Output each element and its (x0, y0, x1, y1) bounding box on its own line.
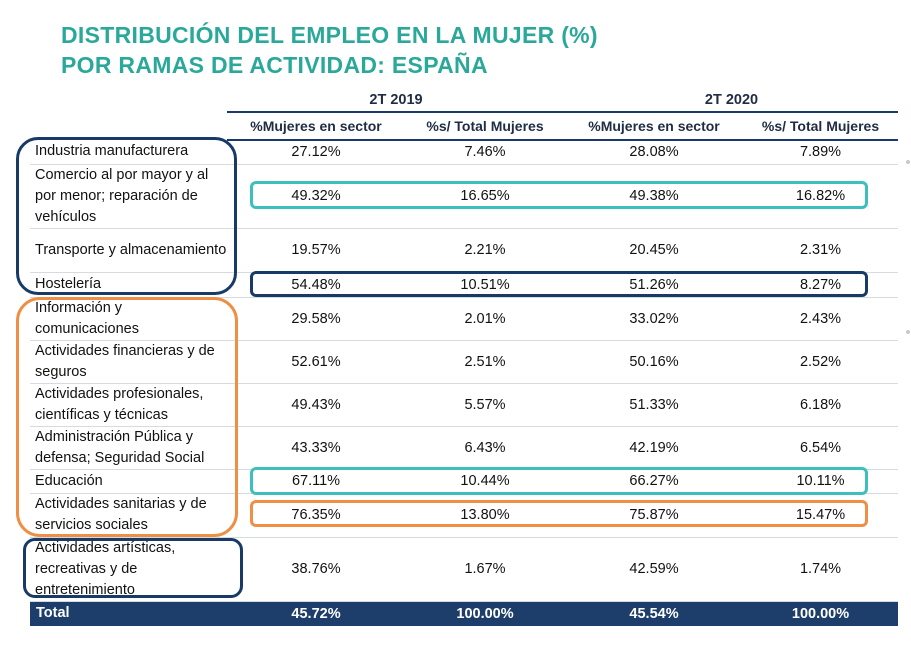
cell: 7.89% (743, 140, 898, 165)
cell: 52.61% (227, 340, 405, 384)
table-row: Actividades sanitarias y de servicios so… (30, 493, 898, 538)
table-row: Educación 67.11% 10.44% 66.27% 10.11% (30, 469, 898, 494)
cell: 20.45% (565, 228, 743, 273)
table-row: Industria manufacturera 27.12% 7.46% 28.… (30, 140, 898, 165)
group-outline-navy-top (16, 137, 237, 295)
cell: 38.76% (227, 537, 405, 602)
period-header: 2T 2019 (227, 88, 565, 113)
decorative-dot (906, 330, 910, 334)
total-row: Total 45.72% 100.00% 45.54% 100.00% (30, 601, 898, 626)
cell: 49.43% (227, 383, 405, 427)
cell: 43.33% (227, 426, 405, 470)
title-line-1: DISTRIBUCIÓN DEL EMPLEO EN LA MUJER (%) (61, 22, 598, 48)
total-cell: 45.72% (227, 601, 405, 626)
column-header: %s/ Total Mujeres (405, 112, 565, 141)
cell: 6.18% (743, 383, 898, 427)
corner-cell (30, 88, 227, 112)
decorative-dot (906, 160, 910, 164)
cell: 5.57% (405, 383, 565, 427)
cell: 10.51% (405, 272, 565, 298)
row-label: Actividades profesionales, científicas y… (30, 383, 227, 427)
cell: 50.16% (565, 340, 743, 384)
row-label: Educación (30, 469, 227, 494)
page-title: DISTRIBUCIÓN DEL EMPLEO EN LA MUJER (%) … (61, 20, 598, 80)
cell: 2.51% (405, 340, 565, 384)
group-outline-orange (16, 297, 238, 537)
cell: 2.21% (405, 228, 565, 273)
highlight-comercio (250, 181, 868, 209)
cell: 7.46% (405, 140, 565, 165)
cell: 16.65% (405, 164, 565, 229)
cell: 49.32% (227, 164, 405, 229)
table-row: Actividades financieras y de seguros 52.… (30, 340, 898, 384)
cell: 67.11% (227, 469, 405, 494)
column-header: %s/ Total Mujeres (743, 112, 898, 141)
period-header-row: 2T 2019 2T 2020 (30, 88, 898, 113)
cell: 8.27% (743, 272, 898, 298)
cell: 28.08% (565, 140, 743, 165)
column-header: %Mujeres en sector (227, 112, 405, 141)
cell: 42.59% (565, 537, 743, 602)
total-cell: 100.00% (743, 601, 898, 626)
row-label: Industria manufacturera (30, 140, 227, 165)
cell: 16.82% (743, 164, 898, 229)
row-label: Actividades sanitarias y de servicios so… (30, 493, 227, 538)
total-cell: 45.54% (565, 601, 743, 626)
highlight-hosteleria (250, 271, 868, 297)
cell: 33.02% (565, 297, 743, 341)
cell: 2.01% (405, 297, 565, 341)
row-label: Administración Pública y defensa; Seguri… (30, 426, 227, 470)
table-row: Comercio al por mayor y al por menor; re… (30, 164, 898, 229)
cell: 2.52% (743, 340, 898, 384)
cell: 10.44% (405, 469, 565, 494)
highlight-educacion (250, 467, 868, 495)
table-row: Información y comunicaciones 29.58% 2.01… (30, 297, 898, 341)
cell: 6.43% (405, 426, 565, 470)
cell: 42.19% (565, 426, 743, 470)
column-header-row: %Mujeres en sector %s/ Total Mujeres %Mu… (30, 112, 898, 141)
row-label: Actividades artísticas, recreativas y de… (30, 537, 227, 602)
cell: 51.33% (565, 383, 743, 427)
row-label: Actividades financieras y de seguros (30, 340, 227, 384)
period-header: 2T 2020 (565, 88, 898, 113)
group-outline-navy-bottom (23, 538, 243, 598)
corner-cell (30, 112, 227, 140)
column-header: %Mujeres en sector (565, 112, 743, 141)
employment-table: 2T 2019 2T 2020 %Mujeres en sector %s/ T… (30, 88, 898, 626)
table-row: Administración Pública y defensa; Seguri… (30, 426, 898, 470)
highlight-sanitarias (250, 500, 868, 527)
cell: 29.58% (227, 297, 405, 341)
total-cell: 100.00% (405, 601, 565, 626)
cell: 2.31% (743, 228, 898, 273)
cell: 66.27% (565, 469, 743, 494)
row-label: Información y comunicaciones (30, 297, 227, 341)
cell: 49.38% (565, 164, 743, 229)
table-row: Actividades artísticas, recreativas y de… (30, 537, 898, 602)
cell: 1.74% (743, 537, 898, 602)
cell: 2.43% (743, 297, 898, 341)
cell: 1.67% (405, 537, 565, 602)
table-row: Actividades profesionales, científicas y… (30, 383, 898, 427)
cell: 27.12% (227, 140, 405, 165)
title-line-2: POR RAMAS DE ACTIVIDAD: ESPAÑA (61, 52, 488, 78)
cell: 6.54% (743, 426, 898, 470)
total-label: Total (30, 601, 227, 626)
cell: 19.57% (227, 228, 405, 273)
table-row: Transporte y almacenamiento 19.57% 2.21%… (30, 228, 898, 273)
row-label: Comercio al por mayor y al por menor; re… (30, 164, 227, 229)
row-label: Transporte y almacenamiento (30, 228, 227, 273)
